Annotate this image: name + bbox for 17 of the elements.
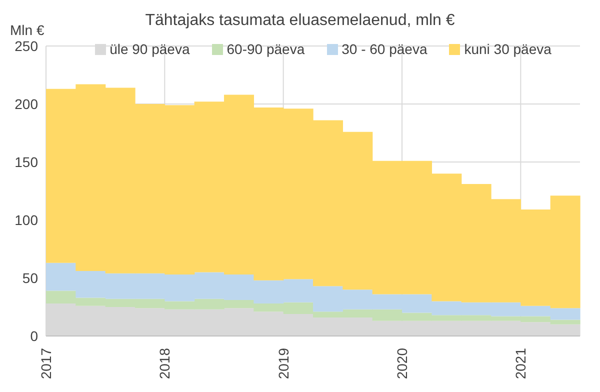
y-tick-label: 200 <box>14 96 38 112</box>
y-tick-label: 100 <box>14 212 38 228</box>
legend-label: üle 90 päeva <box>110 41 190 57</box>
x-tick-label: 2018 <box>156 348 173 380</box>
x-tick-label: 2021 <box>512 348 529 380</box>
y-tick-label: 0 <box>30 328 38 344</box>
y-tick-label: 150 <box>14 154 38 170</box>
legend-label: kuni 30 päeva <box>464 41 552 57</box>
y-tick-label: 250 <box>14 38 38 54</box>
y-tick-label: 50 <box>22 270 38 286</box>
legend-label: 30 - 60 päeva <box>342 41 428 57</box>
x-tick-label: 2020 <box>394 348 410 380</box>
legend-label: 60-90 päeva <box>226 41 305 57</box>
chart-title: Tähtajaks tasumata eluasemelaenud, mln € <box>145 12 455 29</box>
x-tick-label: 2019 <box>275 348 292 380</box>
y-axis-title: Mln € <box>10 22 44 38</box>
x-tick-label: 2017 <box>38 348 54 380</box>
